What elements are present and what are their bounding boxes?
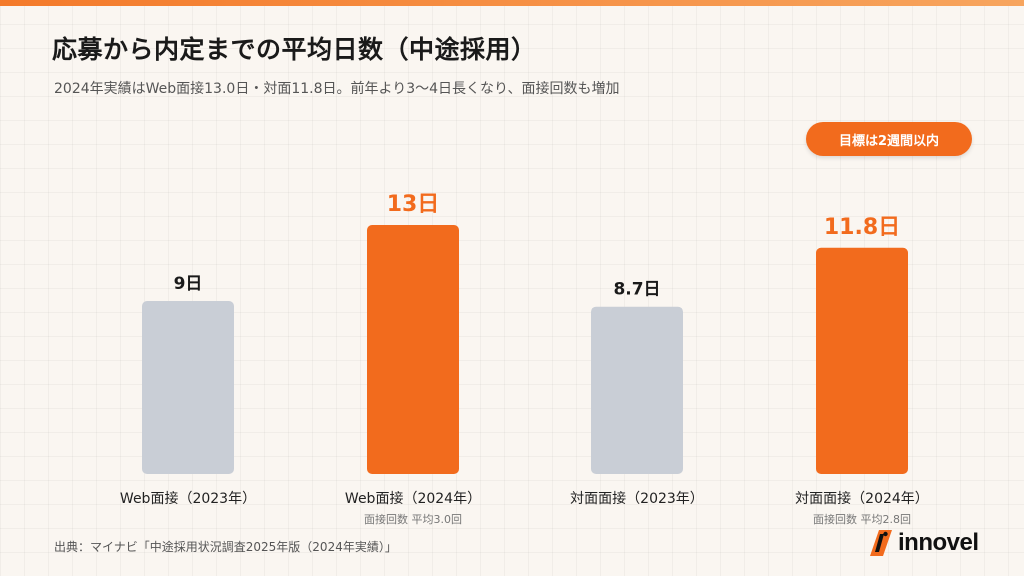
bar [816, 247, 908, 474]
category-label: 対面面接（2024年） [795, 490, 929, 507]
page-subtitle: 2024年実績はWeb面接13.0日・対面11.8日。前年より3〜4日長くなり、… [54, 81, 620, 97]
bar [367, 225, 459, 474]
innovel-logo-mark-icon [870, 530, 892, 556]
bar [142, 301, 234, 474]
bar [591, 306, 683, 474]
data-label: 8.7日 [613, 280, 660, 300]
category-label: Web面接（2024年） [345, 490, 481, 507]
brand-logo: innovel [870, 526, 979, 560]
data-label: 9日 [174, 274, 203, 294]
page-title: 応募から内定までの平均日数（中途採用） [52, 35, 537, 64]
top-accent-bar [0, 0, 1024, 6]
source-note: 出典：マイナビ「中途採用状況調査2025年版（2024年実績）」 [54, 540, 397, 554]
logo-text: innovel [898, 529, 979, 556]
data-label: 11.8日 [824, 215, 900, 240]
bar-annotation: 面接回数 平均3.0回 [364, 513, 462, 526]
bar-annotation: 面接回数 平均2.8回 [813, 513, 911, 526]
data-label: 13日 [387, 192, 440, 217]
category-label: Web面接（2023年） [120, 490, 256, 507]
category-label: 対面面接（2023年） [570, 490, 704, 507]
goal-badge: 目標は2週間以内 [806, 122, 972, 156]
